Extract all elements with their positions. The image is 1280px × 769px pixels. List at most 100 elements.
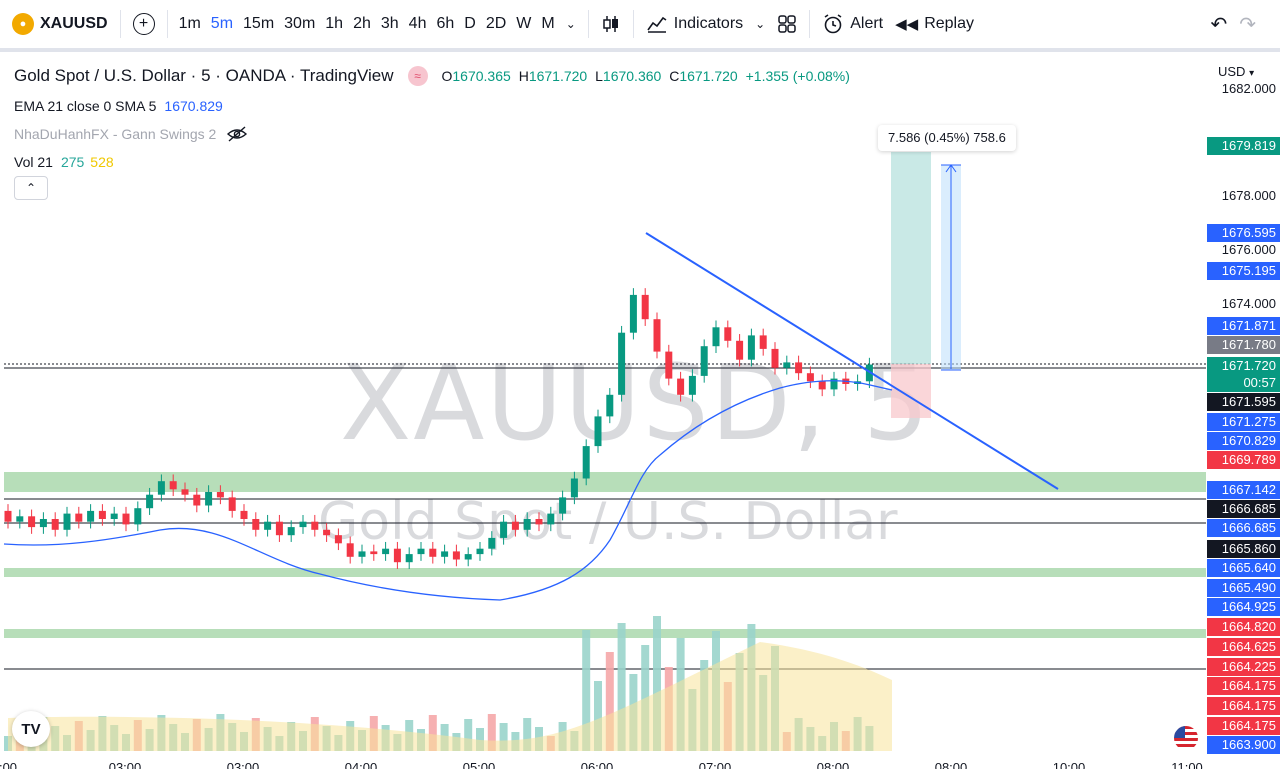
price-label: 1664.925 — [1207, 598, 1280, 616]
volume-ma-area — [8, 642, 892, 751]
indicators-chart-icon — [647, 16, 667, 33]
candle-body — [393, 548, 401, 563]
price-label: 1664.820 — [1207, 618, 1280, 636]
redo-icon: ↷ — [1239, 13, 1256, 36]
ema-label: EMA 21 close 0 SMA 5 — [14, 98, 157, 114]
time-tick: 06:00 — [580, 760, 614, 769]
candle-body — [264, 521, 272, 530]
chevron-down-icon: ⌄ — [565, 17, 576, 31]
interval-1m-button[interactable]: 1m — [178, 15, 201, 32]
interval-d-button[interactable]: D — [464, 15, 476, 32]
volume-bar — [428, 715, 437, 751]
interval-m-button[interactable]: M — [541, 15, 555, 32]
time-tick: 08:00 — [934, 760, 968, 769]
layouts-button[interactable] — [771, 6, 803, 42]
legend-main-row: Gold Spot / U.S. Dollar · 5 · OANDA · Tr… — [14, 60, 850, 92]
candle-body — [618, 332, 626, 395]
watermark-description: Gold Spot / U.S. Dollar — [318, 492, 898, 552]
eye-hidden-icon[interactable] — [226, 126, 248, 142]
tradingview-logo-icon[interactable]: TV — [12, 711, 50, 747]
price-label: 1669.789 — [1207, 451, 1280, 469]
interval-4h-button[interactable]: 4h — [408, 15, 427, 32]
candle-body — [51, 519, 59, 530]
candle-body — [452, 551, 460, 560]
interval-6h-button[interactable]: 6h — [436, 15, 455, 32]
grid-icon — [778, 15, 796, 33]
candle-body — [594, 416, 602, 447]
price-label: 1663.900 — [1207, 736, 1280, 754]
legend-volume-row[interactable]: Vol 21 275 528 — [14, 148, 850, 176]
interval-dropdown-button[interactable]: ⌄ — [560, 6, 582, 42]
divider — [166, 10, 168, 38]
candle-body — [511, 521, 519, 530]
divider — [587, 10, 589, 38]
candle-body — [216, 492, 224, 498]
chevron-up-icon: ⌃ — [25, 181, 37, 195]
alarm-clock-icon — [824, 14, 842, 34]
legend-title[interactable]: Gold Spot / U.S. Dollar · 5 · OANDA · Tr… — [14, 66, 394, 85]
legend-ema-row[interactable]: EMA 21 close 0 SMA 5 1670.829 — [14, 92, 850, 120]
price-label: 1664.225 — [1207, 658, 1280, 676]
interval-2d-button[interactable]: 2D — [485, 15, 507, 32]
candle-body — [193, 494, 201, 506]
rewind-icon: ◀◀ — [895, 16, 919, 33]
chart-pane[interactable]: XAUUSD, 5 Gold Spot / U.S. Dollar — [0, 52, 1280, 769]
long-position-profit-zone — [891, 152, 931, 364]
price-label: 1671.871 — [1207, 317, 1280, 335]
time-tick: 07:00 — [698, 760, 732, 769]
candle-body — [134, 508, 142, 525]
interval-1h-button[interactable]: 1h — [325, 15, 344, 32]
candle-body — [405, 554, 413, 563]
redo-button[interactable]: ↷ — [1233, 6, 1262, 42]
compare-symbol-button[interactable]: + — [127, 6, 161, 42]
indicators-button[interactable]: Indicators — [640, 6, 749, 42]
price-label: 1679.819 — [1207, 137, 1280, 155]
price-label: 1676.595 — [1207, 224, 1280, 242]
candle-body — [16, 516, 24, 522]
divider — [119, 10, 121, 38]
support-zone — [4, 472, 1206, 492]
replay-button[interactable]: ◀◀ Replay — [889, 6, 980, 42]
measure-tooltip: 7.586 (0.45%) 758.6 — [878, 125, 1016, 151]
currency-selector[interactable]: USD ▾ — [1218, 64, 1254, 79]
interval-w-button[interactable]: W — [516, 15, 532, 32]
us-flag-icon[interactable] — [1174, 726, 1198, 750]
interval-5m-button[interactable]: 5m — [210, 15, 234, 32]
candle-body — [653, 319, 661, 352]
trendline — [645, 232, 1059, 490]
candle-body — [169, 481, 177, 490]
candle-body — [228, 497, 236, 511]
price-label: 1671.275 — [1207, 413, 1280, 431]
undo-button[interactable]: ↶ — [1204, 6, 1233, 42]
alert-label: Alert — [850, 15, 884, 32]
candle-body — [28, 516, 36, 528]
undo-icon: ↶ — [1210, 13, 1228, 36]
price-label: 1666.685 — [1207, 519, 1280, 537]
candle-body — [87, 510, 95, 522]
currency-label: USD — [1218, 64, 1246, 79]
collapse-legend-button[interactable]: ⌃ — [14, 176, 48, 200]
chart-type-button[interactable] — [595, 6, 627, 42]
candle-body — [783, 362, 791, 368]
symbol-search[interactable]: ● XAUUSD — [0, 6, 114, 42]
candle-body — [323, 529, 331, 536]
candle-body — [570, 478, 578, 498]
candle-body — [500, 521, 508, 538]
indicators-dropdown-button[interactable]: ⌄ — [749, 6, 771, 42]
price-label: 1670.829 — [1207, 432, 1280, 450]
interval-2h-button[interactable]: 2h — [353, 15, 371, 32]
candle-body — [417, 548, 425, 555]
volume-bar — [617, 623, 626, 751]
interval-3h-button[interactable]: 3h — [380, 15, 399, 32]
time-tick: 05:00 — [462, 760, 496, 769]
interval-30m-button[interactable]: 30m — [284, 15, 316, 32]
candle-body — [39, 519, 47, 528]
legend-gann-row[interactable]: NhaDuHanhFX - Gann Swings 2 — [14, 120, 850, 148]
plus-circle-icon: + — [132, 13, 155, 35]
interval-15m-button[interactable]: 15m — [243, 15, 275, 32]
alert-button[interactable]: Alert — [816, 6, 889, 42]
volume-value-b: 528 — [90, 154, 114, 170]
candle-body — [818, 381, 826, 390]
price-label: 00:57 — [1207, 374, 1280, 392]
